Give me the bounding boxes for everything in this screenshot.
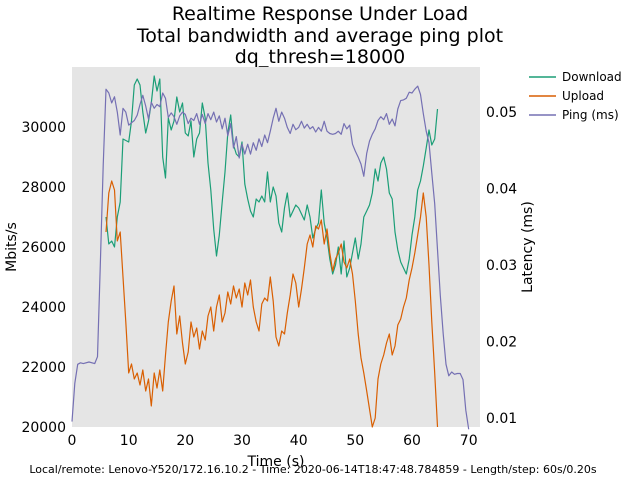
x-tick-label: 50	[346, 433, 364, 449]
y-tick-label: 26000	[21, 240, 66, 256]
series-layer	[71, 75, 470, 430]
x-axis-ticks: 0 10 20 30 40 50 60 70	[68, 433, 478, 449]
y2-axis-label: Latency (ms)	[520, 201, 536, 293]
legend-label-ping-ms: Ping (ms)	[562, 108, 619, 122]
chart-title: Realtime Response Under Load Total bandw…	[136, 3, 503, 68]
y2-tick-label: 0.04	[486, 182, 517, 198]
x-tick-label: 70	[460, 433, 478, 449]
series-line-download	[105, 75, 439, 278]
chart-title-line-1: Realtime Response Under Load	[172, 3, 468, 25]
y2-tick-label: 0.01	[486, 411, 517, 427]
x-tick-label: 40	[290, 433, 308, 449]
chart-title-line-3: dq_thresh=18000	[235, 46, 406, 68]
series-line-upload	[105, 180, 439, 428]
series-line-ping-ms	[71, 85, 470, 430]
plot-area	[72, 67, 480, 427]
x-axis-label: Time (s)	[247, 454, 305, 470]
y-tick-label: 28000	[21, 180, 66, 196]
y-tick-label: 20000	[21, 420, 66, 436]
y-tick-label: 30000	[21, 120, 66, 136]
y-axis-label: Mbits/s	[4, 222, 20, 272]
y2-tick-label: 0.05	[486, 105, 517, 121]
x-tick-label: 60	[403, 433, 421, 449]
x-tick-label: 30	[233, 433, 251, 449]
y-tick-label: 22000	[21, 360, 66, 376]
x-tick-label: 20	[176, 433, 194, 449]
x-tick-label: 0	[68, 433, 77, 449]
legend-label-upload: Upload	[562, 89, 604, 103]
legend: Download Upload Ping (ms)	[529, 70, 622, 122]
chart-title-line-2: Total bandwidth and average ping plot	[136, 25, 503, 47]
y-tick-label: 24000	[21, 300, 66, 316]
legend-label-download: Download	[562, 70, 622, 84]
y-axis-ticks: 20000 22000 24000 26000 28000 30000	[21, 120, 66, 436]
y2-tick-label: 0.03	[486, 258, 517, 274]
y2-tick-label: 0.02	[486, 334, 517, 350]
y2-axis-ticks: 0.01 0.02 0.03 0.04 0.05	[486, 105, 517, 427]
x-tick-label: 10	[120, 433, 138, 449]
footer-info: Local/remote: Lenovo-Y520/172.16.10.2 - …	[29, 463, 597, 476]
